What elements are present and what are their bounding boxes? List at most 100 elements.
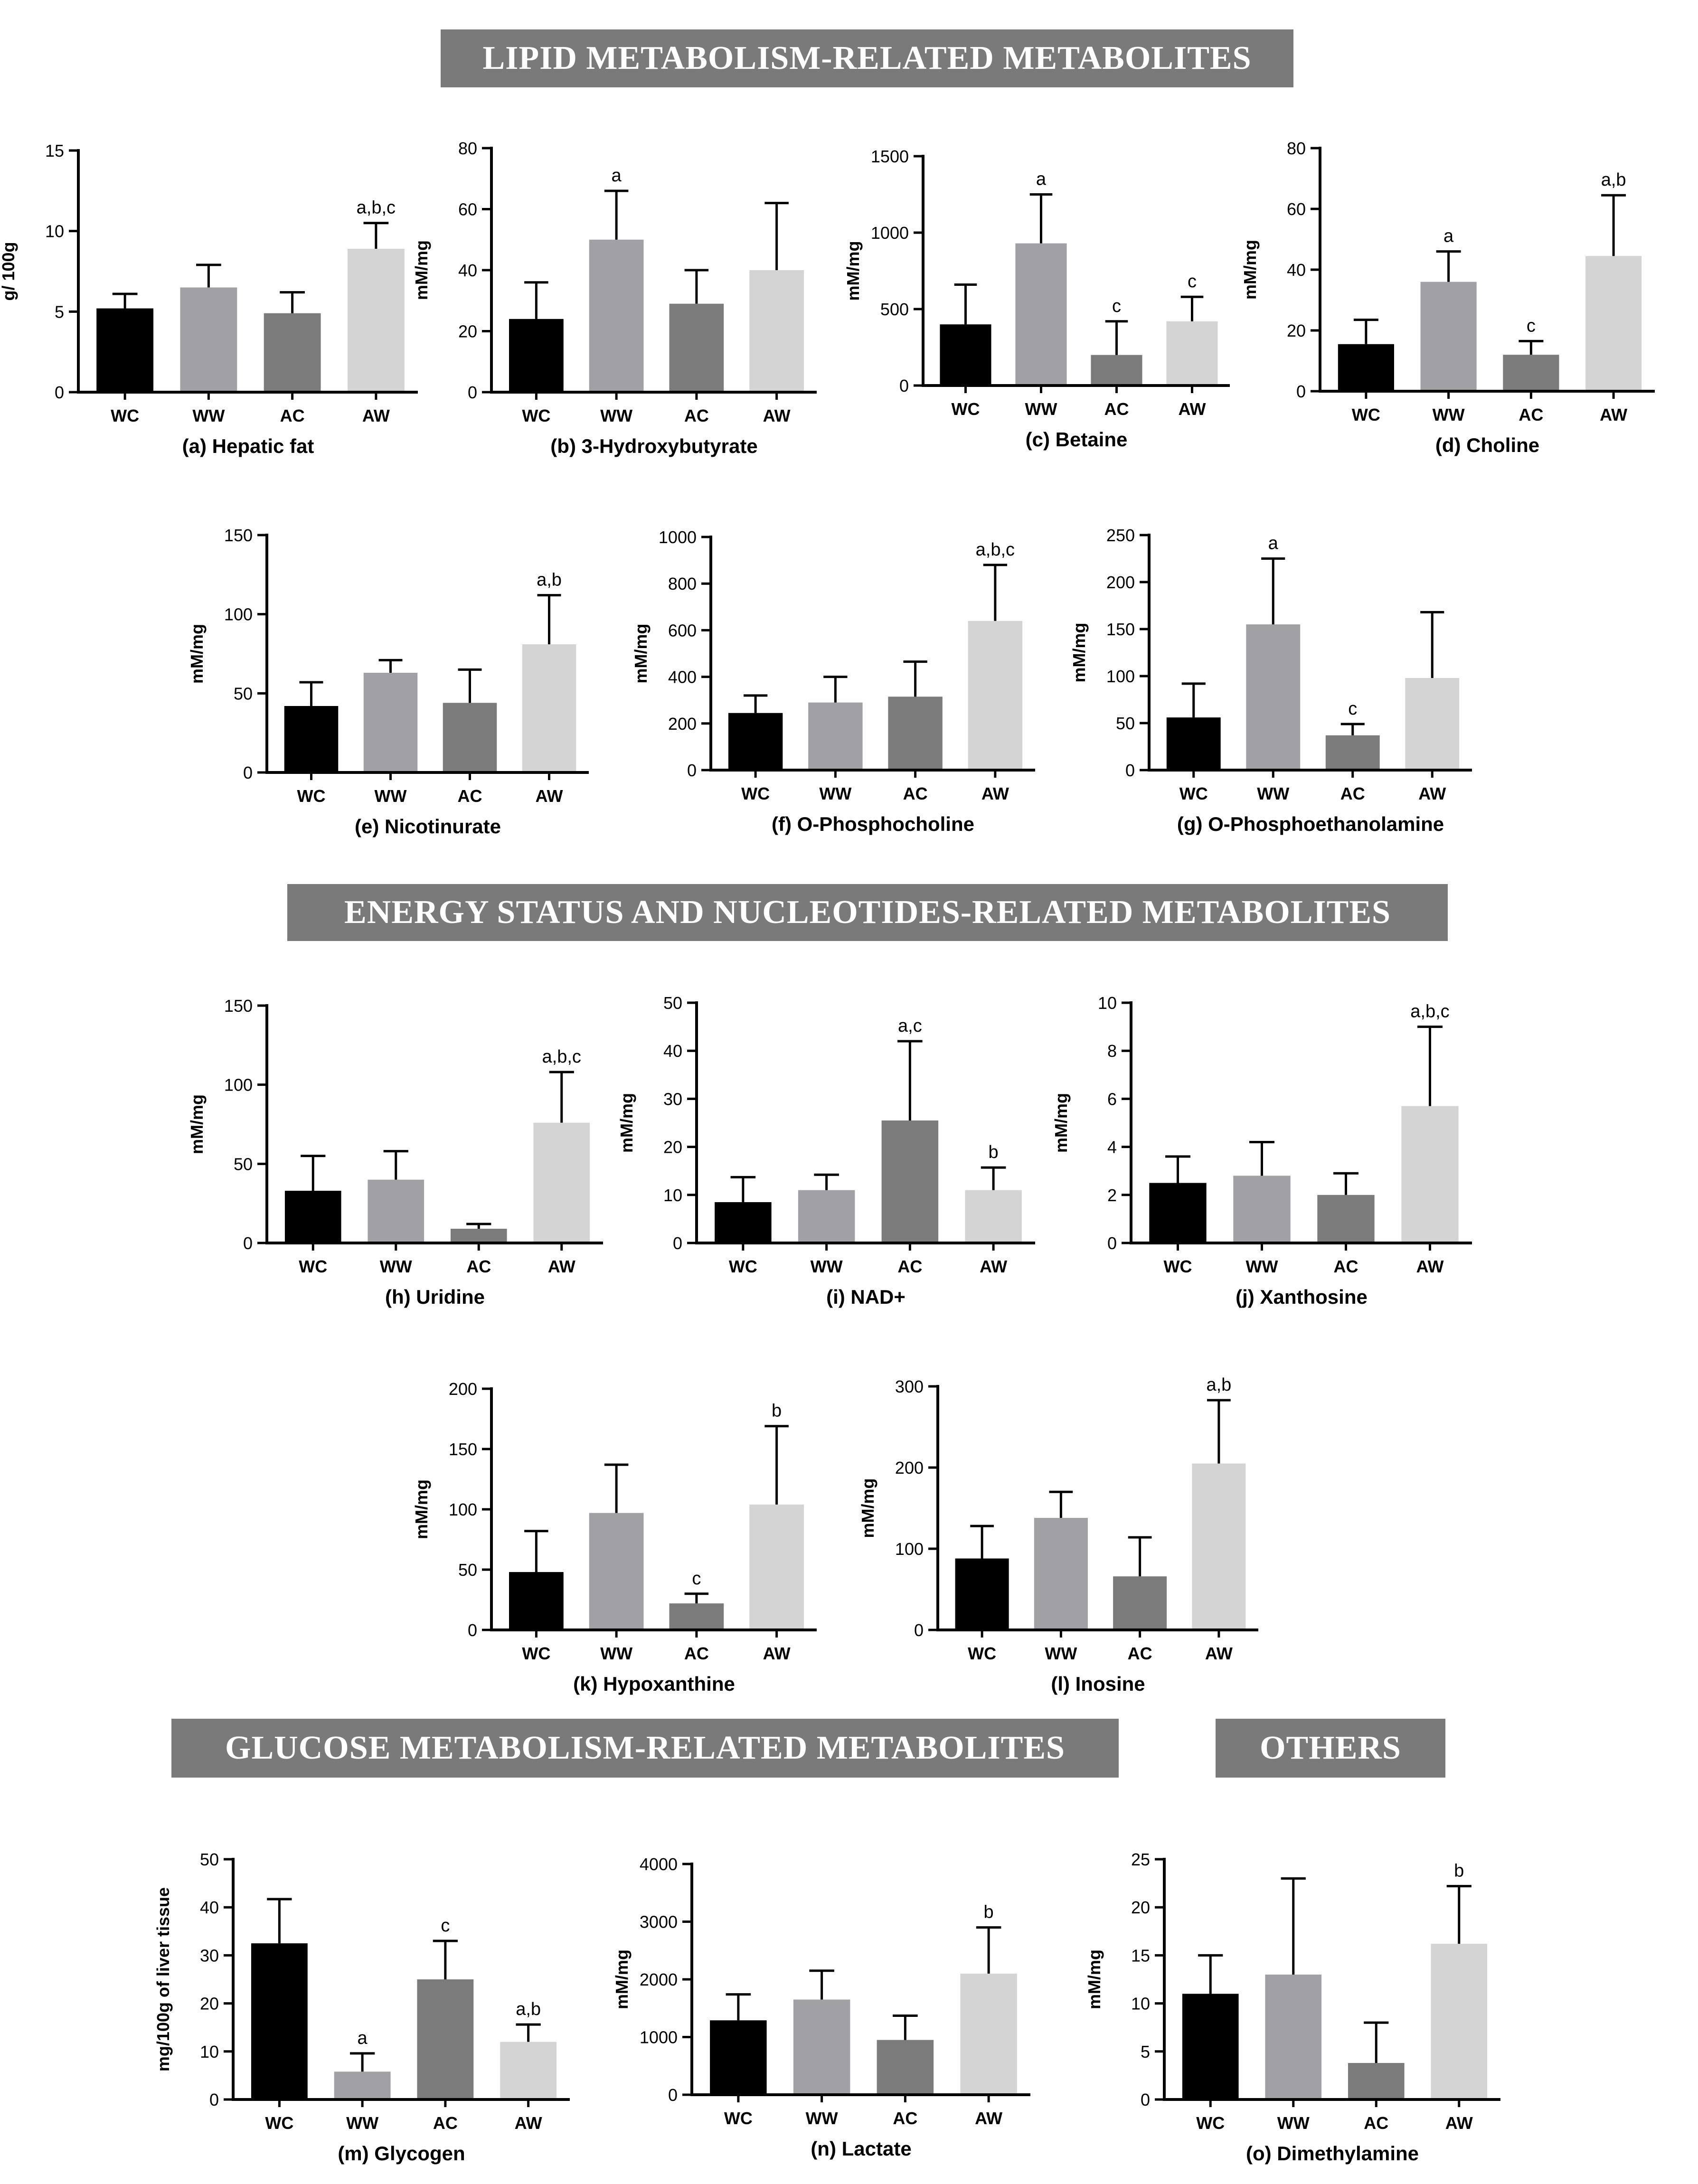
- bar-ww: [334, 2071, 391, 2099]
- x-tick-label: AW: [548, 1257, 575, 1276]
- bar-wc: [96, 308, 154, 392]
- y-tick-label: 25: [1131, 1850, 1150, 1869]
- bar-ww: [1420, 282, 1477, 391]
- x-tick-label: AC: [684, 406, 709, 425]
- x-tick-label: AW: [1179, 399, 1206, 419]
- bar-aw: [965, 1190, 1022, 1243]
- y-axis-label: mM/mg: [1240, 240, 1260, 300]
- y-tick-label: 1000: [659, 527, 697, 547]
- chart-i: WC WW a,c AC b AW 0 10 20 30 40 50 mM/mg (i) NAD+: [617, 993, 1035, 1308]
- chart-l: WC WW AC a,b AW 0 100 200 300 mM/mg (l) Inosine: [858, 1375, 1258, 1695]
- bar-ww: [798, 1190, 855, 1243]
- bar-ww: [808, 702, 863, 770]
- bar-ac: [1091, 355, 1142, 386]
- x-tick-label: WW: [600, 406, 632, 425]
- y-tick-label: 0: [668, 2085, 678, 2105]
- significance-label: c: [1112, 296, 1121, 316]
- x-tick-label: WW: [1257, 784, 1289, 803]
- x-tick-label: AC: [1334, 1257, 1358, 1276]
- y-tick-label: 10: [45, 222, 64, 241]
- y-tick-label: 60: [1287, 199, 1306, 219]
- x-tick-label: WW: [346, 2113, 378, 2133]
- y-tick-label: 50: [663, 993, 682, 1013]
- bar-ac: [1503, 355, 1559, 391]
- y-tick-label: 2: [1107, 1186, 1117, 1205]
- significance-label: a: [612, 166, 622, 186]
- x-tick-label: AC: [1104, 399, 1129, 419]
- y-axis-label: mM/mg: [612, 1949, 632, 2009]
- y-tick-label: 10: [1098, 993, 1117, 1013]
- y-axis-label: mM/mg: [187, 1094, 207, 1154]
- x-tick-label: WC: [1164, 1257, 1192, 1276]
- chart-title: (m) Glycogen: [338, 2142, 465, 2165]
- significance-label: a,b: [1601, 170, 1626, 190]
- chart-e: WC WW AC a,b AW 0 50 100 150 mM/mg (e) Nicotinurat…: [187, 526, 589, 838]
- chart-g: WC a WW c AC AW 0 50 100 150 200 250 mM/mg (g) O-Phos…: [1069, 526, 1472, 835]
- y-tick-label: 40: [1287, 260, 1306, 280]
- x-tick-label: AC: [1519, 405, 1543, 424]
- y-tick-label: 80: [458, 139, 477, 158]
- x-tick-label: AW: [536, 786, 563, 806]
- y-tick-label: 100: [224, 605, 253, 624]
- chart-title: (d) Choline: [1435, 434, 1539, 456]
- bar-ww: [368, 1179, 424, 1243]
- significance-label: a: [1268, 534, 1279, 554]
- bar-aw: [533, 1122, 590, 1243]
- significance-label: a: [1443, 226, 1454, 246]
- bar-wc: [509, 1572, 564, 1630]
- bar-ww: [1015, 243, 1067, 386]
- bar-ac: [1113, 1576, 1167, 1630]
- significance-label: c: [1188, 272, 1197, 292]
- bar-ac: [888, 697, 943, 770]
- y-tick-label: 20: [1131, 1898, 1150, 1917]
- chart-title: (k) Hypoxanthine: [573, 1673, 735, 1695]
- bar-ww: [1265, 1974, 1322, 2099]
- y-tick-label: 0: [1107, 1233, 1117, 1253]
- bar-aw: [1431, 1944, 1488, 2099]
- y-tick-label: 0: [1141, 2090, 1150, 2109]
- bar-wc: [940, 324, 991, 386]
- y-tick-label: 3000: [640, 1912, 678, 1932]
- y-tick-label: 60: [458, 200, 477, 219]
- chart-title: (f) O-Phosphocholine: [772, 813, 974, 835]
- y-tick-label: 10: [1131, 1994, 1150, 2014]
- y-tick-label: 0: [243, 763, 253, 782]
- bar-aw: [1166, 321, 1218, 386]
- y-tick-label: 150: [449, 1440, 477, 1459]
- chart-d: WC a WW c AC a,b AW 0 20 40 60 80 mM/mg (d) Choline: [1240, 139, 1655, 456]
- x-tick-label: AW: [763, 1644, 791, 1663]
- y-tick-label: 0: [209, 2090, 219, 2109]
- y-axis-label: mM/mg: [412, 1479, 431, 1539]
- bar-ww: [589, 1513, 644, 1630]
- x-tick-label: WC: [1196, 2113, 1225, 2133]
- x-tick-label: WW: [1277, 2113, 1310, 2133]
- chart-a: WC WW AC a,b,c AW 0 5 10 15 g/ 100g (a) Hepatic fa…: [0, 141, 418, 457]
- chart-f: WC WW AC a,b,c AW 0 200 400 600 800 1000 mM/mg (f) O…: [631, 527, 1035, 835]
- x-tick-label: AW: [1418, 784, 1446, 803]
- y-tick-label: 50: [458, 1560, 477, 1580]
- bar-wc: [284, 1191, 341, 1243]
- bar-ww: [363, 673, 418, 772]
- y-tick-label: 250: [1106, 526, 1135, 545]
- bar-ac: [877, 2040, 934, 2095]
- y-tick-label: 20: [458, 322, 477, 341]
- bar-ac: [443, 703, 497, 772]
- y-tick-label: 0: [914, 1620, 924, 1640]
- y-tick-label: 30: [200, 1946, 219, 1965]
- y-axis-label: mM/mg: [858, 1478, 877, 1538]
- x-tick-label: AW: [763, 406, 791, 425]
- bar-ac: [1325, 735, 1380, 770]
- significance-label: b: [1454, 1861, 1464, 1881]
- significance-label: a: [358, 2028, 368, 2048]
- x-tick-label: WC: [729, 1257, 757, 1276]
- y-tick-label: 50: [234, 1154, 253, 1174]
- y-tick-label: 20: [200, 1994, 219, 2014]
- y-tick-label: 0: [899, 376, 909, 395]
- bar-wc: [1149, 1183, 1207, 1243]
- bar-ww: [1233, 1176, 1291, 1243]
- y-tick-label: 2000: [640, 1970, 678, 1989]
- y-tick-label: 0: [673, 1233, 682, 1253]
- bar-wc: [251, 1943, 308, 2099]
- x-tick-label: WC: [952, 399, 980, 419]
